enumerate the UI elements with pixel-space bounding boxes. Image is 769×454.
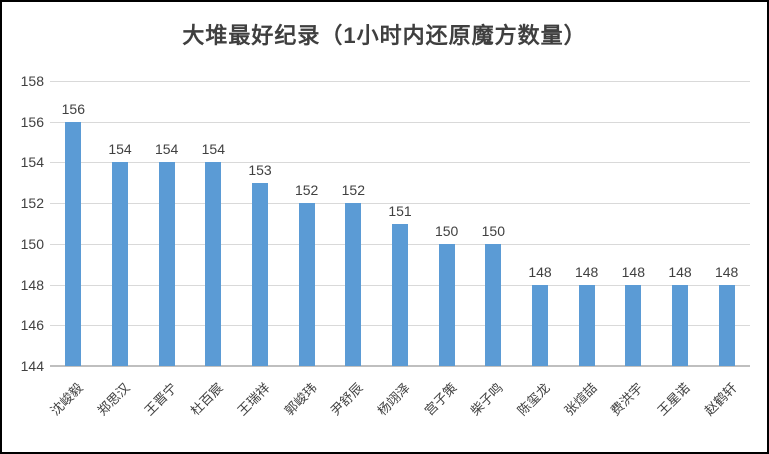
- x-category-label: 费洪宇: [607, 380, 647, 419]
- x-category-label: 陈玺龙: [514, 380, 553, 419]
- bar: [392, 223, 408, 366]
- x-axis-line: [50, 365, 750, 367]
- gridline: [50, 162, 750, 164]
- bar: [298, 203, 315, 366]
- bar: [158, 162, 175, 366]
- bar-value-label: 154: [201, 141, 226, 158]
- bar: [252, 182, 268, 366]
- x-category-label: 沈峻毅: [47, 380, 87, 419]
- x-category-label: 宫子策: [421, 380, 460, 419]
- bar-value-label: 150: [434, 222, 459, 239]
- y-tick-label: 158: [20, 73, 44, 89]
- x-category-label: 杜百宸: [187, 380, 227, 419]
- bar: [438, 243, 455, 366]
- x-category-label: 王晋宁: [141, 380, 180, 419]
- bar-value-label: 148: [668, 263, 692, 280]
- bar: [625, 284, 642, 366]
- bar: [532, 284, 548, 366]
- bar: [578, 284, 595, 366]
- y-tick-label: 150: [20, 235, 44, 252]
- bar-value-label: 148: [714, 263, 739, 280]
- y-tick-label: 148: [20, 276, 44, 293]
- x-category-label: 郭峻玮: [281, 380, 320, 419]
- x-category-label: 尹舒辰: [327, 380, 367, 419]
- bar-value-label: 152: [294, 182, 319, 199]
- bar-value-label: 156: [61, 100, 86, 117]
- bar-value-label: 154: [108, 141, 132, 158]
- bar-value-label: 154: [154, 141, 179, 158]
- x-category-label: 赵鹤轩: [701, 380, 740, 419]
- bar-value-label: 148: [528, 263, 552, 280]
- bar-value-label: 148: [621, 263, 646, 280]
- gridline: [50, 121, 750, 123]
- x-category-label: 张煊喆: [561, 380, 600, 419]
- y-tick-label: 154: [20, 154, 44, 171]
- y-tick-label: 156: [20, 113, 44, 130]
- x-category-label: 王星诺: [654, 380, 693, 419]
- y-tick-label: 146: [20, 317, 44, 334]
- bar: [672, 284, 688, 366]
- gridline: [50, 81, 750, 82]
- y-tick-label: 144: [20, 358, 44, 374]
- chart-title: 大堆最好纪录（1小时内还原魔方数量）: [182, 23, 587, 48]
- bar-value-label: 153: [248, 161, 272, 178]
- x-category-label: 王瑞祥: [234, 380, 273, 419]
- bar: [112, 162, 128, 366]
- bar: [718, 284, 735, 366]
- y-tick-label: 152: [20, 195, 44, 212]
- x-category-label: 柴子鸣: [467, 380, 507, 419]
- bar: [345, 203, 362, 366]
- bar: [65, 121, 82, 366]
- bar-value-label: 148: [574, 263, 599, 280]
- x-category-label: 杨翊泽: [374, 380, 413, 419]
- bar-value-label: 151: [388, 202, 412, 219]
- gridline: [50, 203, 750, 205]
- bar-value-label: 150: [481, 222, 506, 239]
- bar: [205, 162, 222, 366]
- bar-value-label: 152: [341, 182, 366, 199]
- bar: [485, 243, 502, 366]
- x-category-label: 郑思汉: [94, 380, 133, 419]
